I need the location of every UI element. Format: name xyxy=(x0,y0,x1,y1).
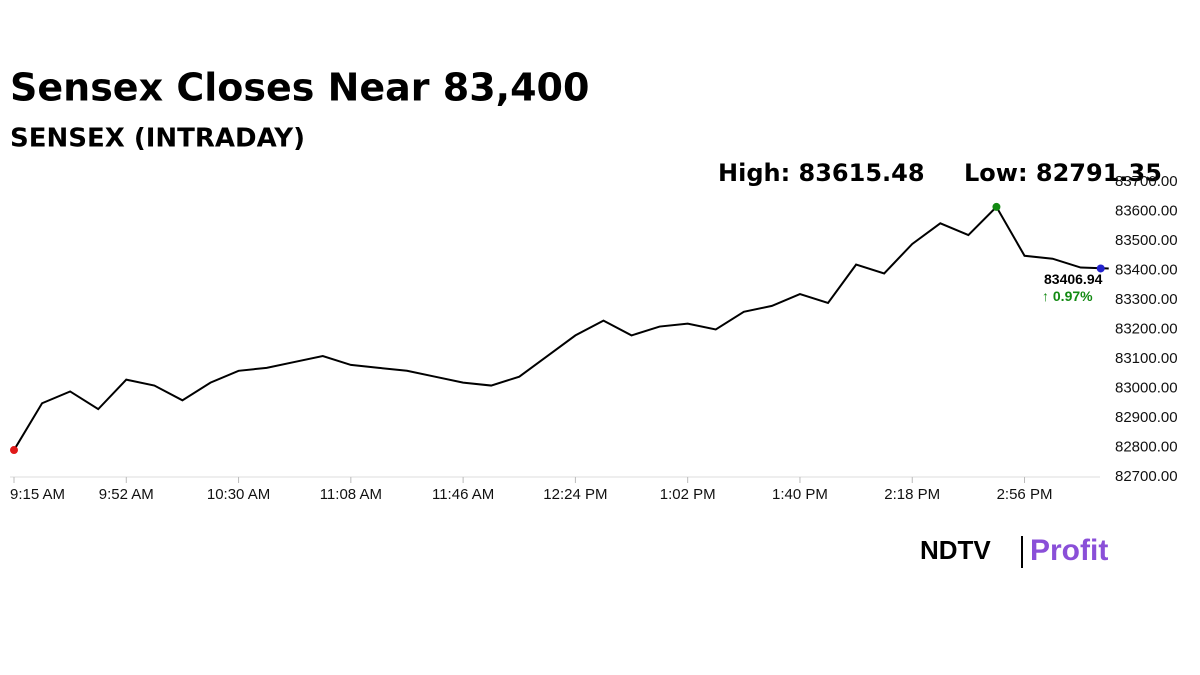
high-marker xyxy=(992,202,1001,211)
x-tick-label: 1:40 PM xyxy=(772,486,828,503)
x-tick-label: 10:30 AM xyxy=(207,486,270,503)
y-tick-label: 83500.00 xyxy=(1115,232,1178,249)
x-tick-label: 12:24 PM xyxy=(543,486,607,503)
brand-ndtv: NDTV xyxy=(920,535,991,565)
price-line xyxy=(13,205,1109,451)
x-tick-label: 11:46 AM xyxy=(432,486,494,503)
y-tick-label: 82900.00 xyxy=(1115,409,1178,426)
x-tick-label: 11:08 AM xyxy=(320,486,382,503)
low-label: Low: 82791.35 xyxy=(964,159,1162,187)
y-tick-label: 83200.00 xyxy=(1115,320,1178,337)
y-tick-label: 83600.00 xyxy=(1115,202,1178,219)
last-value-label: 83406.94 xyxy=(1044,271,1103,287)
y-tick-label: 82800.00 xyxy=(1115,438,1178,455)
low-marker xyxy=(10,446,18,455)
change-label: ↑ 0.97% xyxy=(1042,288,1093,304)
brand-profit: Profit xyxy=(1030,534,1108,567)
x-tick-label: 9:15 AM xyxy=(10,486,65,503)
y-tick-label: 83100.00 xyxy=(1115,350,1178,367)
y-tick-label: 82700.00 xyxy=(1115,468,1178,485)
y-tick-label: 83400.00 xyxy=(1115,261,1178,278)
last-marker xyxy=(1096,264,1105,273)
x-tick-label: 9:52 AM xyxy=(99,486,154,503)
x-tick-label: 2:18 PM xyxy=(884,486,940,503)
y-tick-label: 83000.00 xyxy=(1115,379,1178,396)
x-tick-label: 2:56 PM xyxy=(997,486,1053,503)
chart-title: Sensex Closes Near 83,400 xyxy=(10,66,589,110)
y-tick-label: 83700.00 xyxy=(1115,173,1178,190)
high-label: High: 83615.48 xyxy=(718,159,925,187)
y-tick-label: 83300.00 xyxy=(1115,291,1178,308)
x-tick-label: 1:02 PM xyxy=(660,486,716,503)
chart-subtitle: SENSEX (INTRADAY) xyxy=(10,124,305,154)
